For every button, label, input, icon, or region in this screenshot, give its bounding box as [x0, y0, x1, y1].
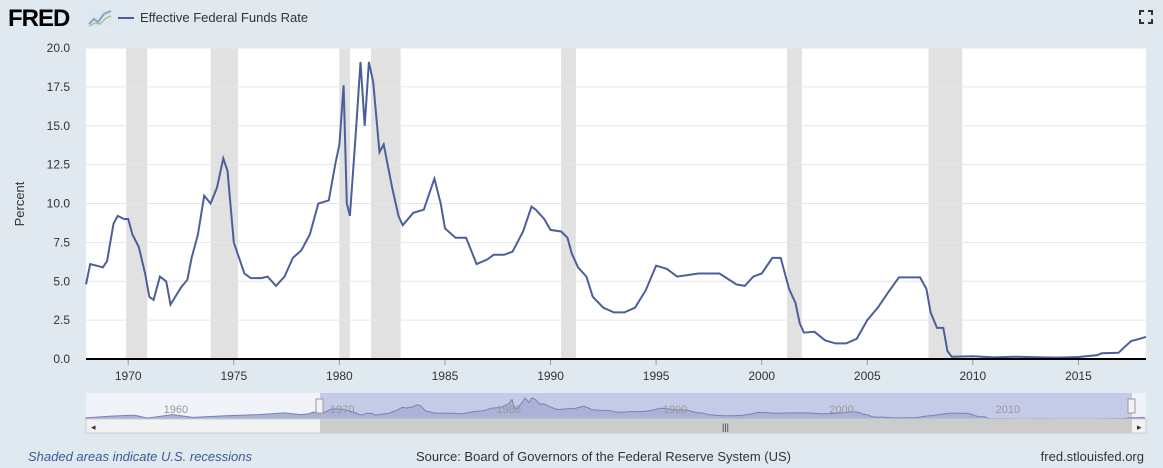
y-tick-label: 12.5 [47, 158, 71, 172]
y-tick-label: 17.5 [47, 80, 71, 94]
navigator-series [85, 397, 1145, 420]
site-link[interactable]: fred.stlouisfed.org [1040, 449, 1144, 464]
x-tick-label: 2000 [748, 369, 775, 383]
chart-footer: Shaded areas indicate U.S. recessions So… [0, 447, 1163, 467]
y-axis-ticks: 0.0 2.5 5.0 7.5 10.0 12.5 15.0 17.5 20.0 [47, 41, 71, 366]
navigator-left-handle[interactable] [315, 398, 324, 414]
x-tick-label: 1970 [115, 369, 142, 383]
legend-line-swatch [118, 16, 134, 19]
y-tick-label: 2.5 [53, 313, 70, 327]
x-tick-label: 2015 [1065, 369, 1092, 383]
x-tick-label: 2005 [854, 369, 881, 383]
source-text: Source: Board of Governors of the Federa… [416, 449, 791, 464]
navigator-year-label: 1980 [496, 404, 520, 416]
y-tick-label: 15.0 [47, 119, 71, 133]
x-tick-label: 1990 [537, 369, 564, 383]
y-tick-label: 0.0 [53, 352, 70, 366]
gridlines [86, 47, 1146, 321]
fred-graph-icon [88, 9, 112, 27]
navigator-year-label: 2010 [996, 404, 1020, 416]
x-tick-label: 1995 [643, 369, 670, 383]
chart-area: Percent 0.0 2.5 5.0 7.5 10.0 12.5 15.0 17.5 20.0… [12, 41, 1147, 434]
fullscreen-icon[interactable] [1139, 10, 1153, 24]
navigator-year-label: 1960 [164, 404, 188, 416]
scrollbar-thumb[interactable] [320, 419, 1132, 433]
chart-legend: Effective Federal Funds Rate [118, 10, 308, 25]
x-tick-label: 1975 [220, 369, 247, 383]
y-axis-label: Percent [12, 181, 27, 226]
x-axis-ticks: 1970 1975 1980 1985 1990 1995 2000 2005 2010 2015 [115, 359, 1092, 383]
y-tick-label: 5.0 [53, 274, 70, 288]
chart-header: FRED Effective Federal Funds Rate [0, 0, 1163, 36]
x-tick-label: 1985 [432, 369, 459, 383]
series-line [85, 61, 1147, 359]
y-tick-label: 10.0 [47, 197, 71, 211]
scrollbar-grip[interactable]: ||| [722, 422, 729, 432]
scrollbar-right-arrow[interactable]: ▸ [1137, 422, 1142, 432]
navigator-year-label: 1990 [663, 404, 687, 416]
y-tick-label: 20.0 [47, 41, 71, 55]
x-tick-label: 2010 [960, 369, 987, 383]
navigator-right-handle[interactable] [1127, 398, 1136, 414]
recessions-note-link[interactable]: Shaded areas indicate U.S. recessions [28, 449, 253, 464]
scrollbar-left-arrow[interactable]: ◂ [91, 422, 96, 432]
navigator-year-label: 2000 [829, 404, 853, 416]
range-navigator[interactable]: 1960 1970 1980 1990 2000 2010 ◂ ▸ ||| [85, 393, 1147, 434]
x-tick-label: 1980 [326, 369, 353, 383]
navigator-year-label: 1970 [330, 404, 354, 416]
navigator-year-labels: 1960 1970 1980 1990 2000 2010 [164, 404, 1021, 416]
legend-series-label: Effective Federal Funds Rate [140, 10, 309, 25]
fred-logo[interactable]: FRED [8, 5, 70, 32]
y-tick-label: 7.5 [53, 235, 70, 249]
